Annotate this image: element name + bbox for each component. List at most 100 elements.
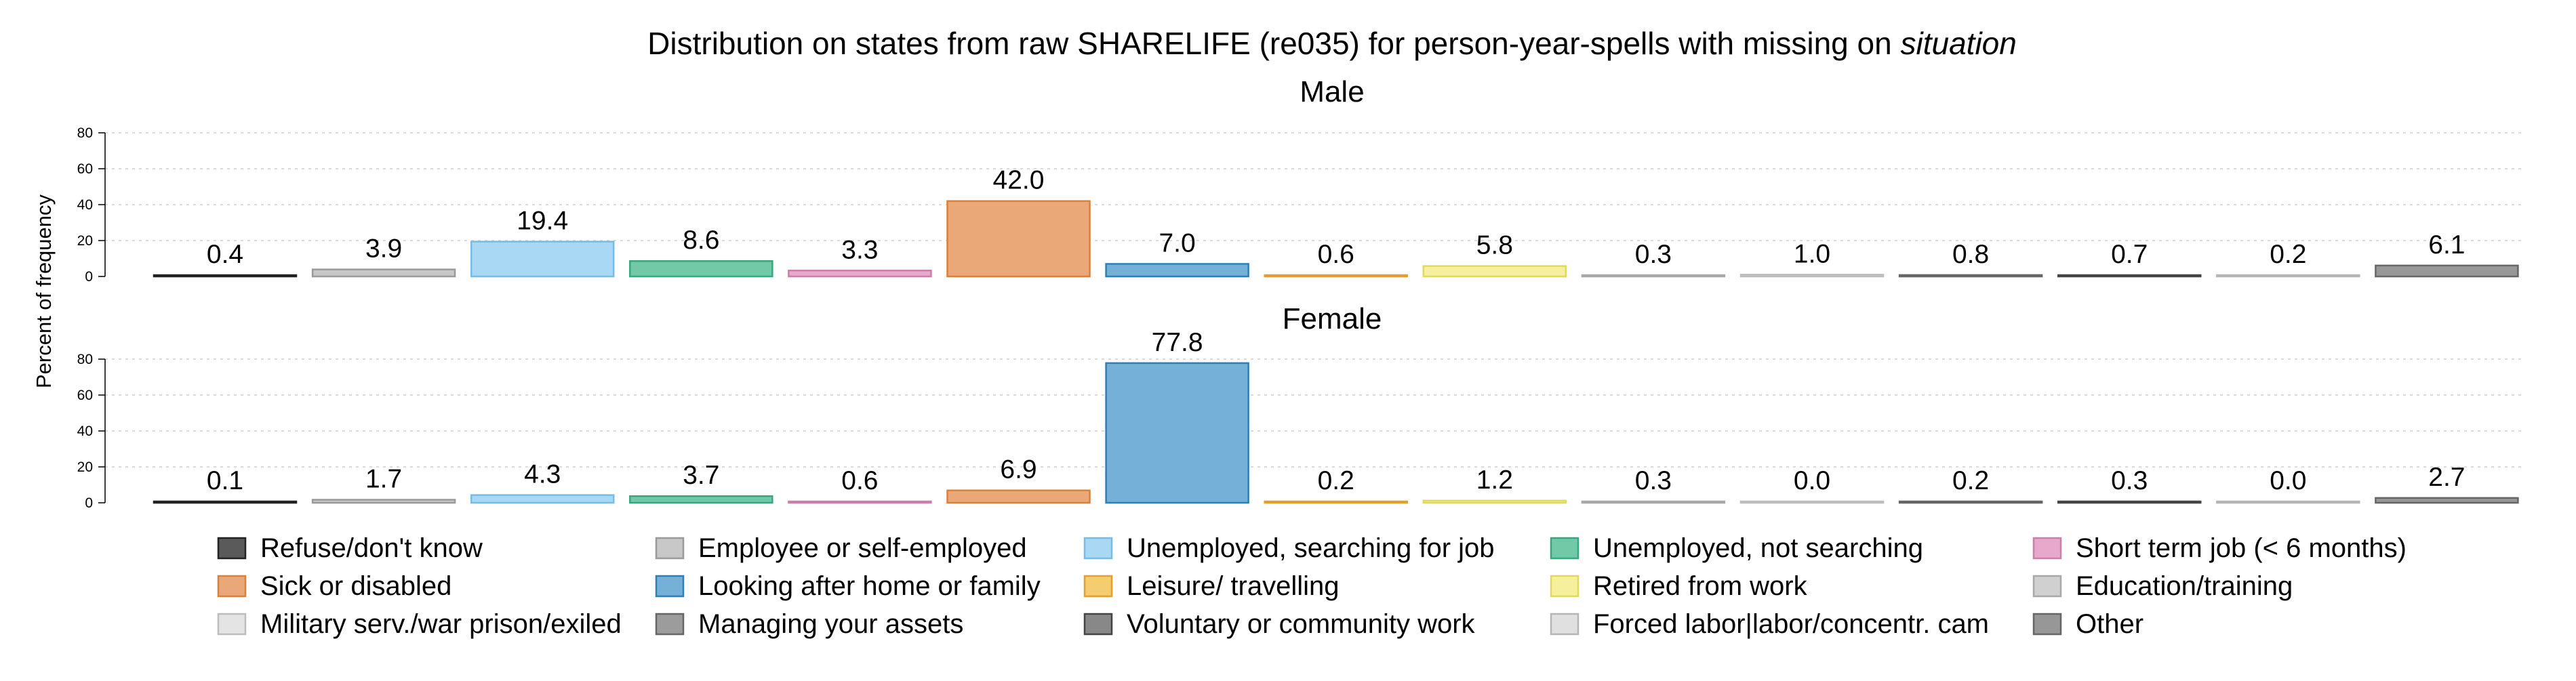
data-label-female-9: 0.3	[1635, 466, 1672, 495]
bar-female-10	[1739, 500, 1885, 504]
legend-label-6: Looking after home or family	[698, 571, 1041, 601]
bar-female-14	[2375, 497, 2519, 504]
legend-swatch-6	[655, 575, 685, 598]
bar-male-13	[2216, 274, 2360, 278]
data-label-male-4: 3.3	[841, 235, 878, 264]
y-tick-label: 0	[85, 269, 93, 285]
bar-female-7	[1264, 500, 1408, 504]
bar-male-9	[1581, 274, 1726, 278]
data-label-female-4: 0.6	[841, 466, 878, 495]
legend-label-1: Employee or self-employed	[698, 533, 1027, 563]
data-label-female-13: 0.0	[2270, 466, 2306, 495]
legend-swatch-13	[1550, 613, 1579, 636]
data-label-male-7: 0.6	[1318, 240, 1354, 269]
bar-female-0	[153, 500, 298, 504]
bar-male-1	[311, 268, 456, 278]
data-label-male-14: 6.1	[2428, 230, 2465, 260]
panel-title-male: Male	[1300, 75, 1364, 108]
bar-male-7	[1264, 274, 1408, 278]
bar-female-11	[1898, 500, 2043, 504]
legend-label-5: Sick or disabled	[260, 571, 451, 601]
data-label-female-2: 4.3	[524, 460, 561, 489]
bar-male-12	[2057, 274, 2202, 278]
bar-female-1	[311, 499, 456, 504]
bar-male-10	[1739, 274, 1885, 278]
legend-label-11: Managing your assets	[698, 609, 963, 639]
data-label-female-8: 1.2	[1476, 466, 1513, 495]
legend-label-14: Other	[2076, 609, 2144, 639]
data-label-female-12: 0.3	[2111, 466, 2148, 495]
chart-title: Distribution on states from raw SHARELIF…	[647, 26, 2017, 61]
bar-female-6	[1105, 362, 1249, 504]
legend-swatch-4	[2032, 537, 2062, 560]
data-label-male-13: 0.2	[2270, 240, 2306, 269]
legend-label-7: Leisure/ travelling	[1127, 571, 1340, 601]
y-tick-label: 60	[77, 388, 93, 403]
bar-female-2	[470, 494, 615, 504]
legend-label-3: Unemployed, not searching	[1593, 533, 1923, 563]
bar-male-6	[1105, 263, 1249, 278]
bar-female-4	[788, 500, 932, 504]
bar-female-9	[1581, 500, 1726, 504]
legend-label-10: Military serv./war prison/exiled	[260, 609, 622, 639]
bar-female-3	[629, 495, 773, 504]
legend-swatch-1	[655, 537, 685, 560]
data-label-female-7: 0.2	[1318, 466, 1354, 495]
bar-male-0	[153, 274, 298, 278]
data-label-female-5: 6.9	[1000, 455, 1037, 484]
legend-swatch-11	[655, 613, 685, 636]
data-label-male-12: 0.7	[2111, 240, 2148, 269]
data-label-female-1: 1.7	[365, 464, 402, 493]
data-label-male-8: 5.8	[1476, 231, 1513, 260]
legend-swatch-14	[2032, 613, 2062, 636]
data-label-male-3: 8.6	[683, 226, 719, 255]
y-axis-label: Percent of frequency	[32, 194, 56, 388]
bar-male-14	[2375, 264, 2519, 278]
bar-male-3	[629, 260, 773, 278]
y-tick-label: 80	[77, 352, 93, 367]
legend-swatch-5	[217, 575, 247, 598]
data-label-female-3: 3.7	[683, 461, 719, 490]
legend-swatch-2	[1083, 537, 1113, 560]
y-tick-label: 20	[77, 459, 93, 475]
legend-swatch-8	[1550, 575, 1579, 598]
legend-label-13: Forced labor|labor/concentr. cam	[1593, 609, 1989, 639]
y-tick-label: 40	[77, 424, 93, 439]
y-tick-label: 80	[77, 125, 93, 141]
y-tick-label: 0	[85, 495, 93, 511]
data-label-male-11: 0.8	[1952, 240, 1989, 269]
bar-female-12	[2057, 500, 2202, 504]
bar-male-2	[470, 241, 615, 278]
data-label-female-11: 0.2	[1952, 466, 1989, 495]
data-label-female-10: 0.0	[1794, 466, 1830, 495]
legend-label-8: Retired from work	[1593, 571, 1808, 601]
data-label-male-1: 3.9	[365, 234, 402, 264]
legend-swatch-0	[217, 537, 247, 560]
legend-label-0: Refuse/don't know	[260, 533, 483, 563]
y-tick-label: 60	[77, 161, 93, 177]
legend-label-12: Voluntary or community work	[1127, 609, 1476, 639]
y-tick-label: 20	[77, 233, 93, 249]
bar-female-13	[2216, 500, 2360, 504]
legend-swatch-3	[1550, 537, 1579, 560]
data-label-female-0: 0.1	[207, 466, 243, 495]
legend-swatch-12	[1083, 613, 1113, 636]
data-label-male-10: 1.0	[1794, 239, 1830, 268]
data-label-female-6: 77.8	[1152, 328, 1203, 357]
legend-swatch-10	[217, 613, 247, 636]
data-label-male-6: 7.0	[1159, 228, 1195, 257]
bar-male-11	[1898, 274, 2043, 278]
data-label-male-9: 0.3	[1635, 240, 1672, 269]
legend-label-4: Short term job (< 6 months)	[2076, 533, 2407, 563]
data-label-male-0: 0.4	[207, 240, 243, 269]
bar-male-5	[946, 200, 1091, 278]
bar-female-5	[946, 489, 1091, 504]
data-label-male-5: 42.0	[993, 166, 1045, 195]
legend-swatch-7	[1083, 575, 1113, 598]
legend-label-2: Unemployed, searching for job	[1127, 533, 1495, 563]
data-label-female-14: 2.7	[2428, 463, 2465, 492]
panel-title-female: Female	[1283, 302, 1382, 335]
y-tick-label: 40	[77, 197, 93, 213]
